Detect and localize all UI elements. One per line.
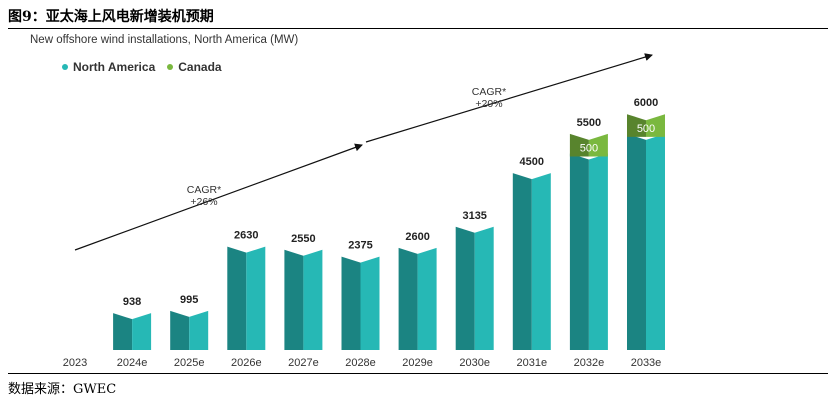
total-label-2027e: 2550 [291, 233, 315, 245]
bar-north-america-2030e-left-face [455, 226, 475, 350]
bar-north-america-2027e-left-face [284, 249, 304, 350]
bar-north-america-2028e-left-face [341, 256, 361, 350]
bar-north-america-2033e-left-face [627, 133, 646, 350]
segment-label-canada-2033e: 500 [637, 123, 655, 135]
x-tick-2023: 2023 [63, 357, 87, 369]
legend-swatch-north-america [62, 64, 68, 70]
bar-north-america-2032e-right-face [588, 153, 608, 350]
legend-swatch-canada [167, 64, 174, 70]
x-tick-2031e: 2031e [517, 357, 548, 369]
bar-north-america-2024e-left-face [113, 313, 133, 350]
cagr-label-2: CAGR* [472, 86, 506, 98]
legend-item-canada: Canada [167, 60, 222, 74]
total-label-2025e: 995 [180, 294, 198, 306]
x-tick-2028e: 2028e [345, 357, 376, 369]
x-tick-2029e: 2029e [402, 357, 433, 369]
bar-canada-2032e-left-face [569, 133, 589, 157]
bar-north-america-2029e-left-face [398, 247, 418, 350]
title-rule [8, 28, 828, 29]
bar-north-america-2027e-right-face [303, 249, 323, 350]
bar-north-america-2026e-right-face [246, 246, 266, 350]
total-label-2032e: 5500 [577, 117, 601, 129]
x-tick-2027e: 2027e [288, 357, 319, 369]
source-note: 数据来源：GWEC [8, 382, 117, 397]
segment-label-canada-2032e: 500 [580, 143, 598, 155]
total-label-2026e: 2630 [234, 230, 258, 242]
total-label-2033e: 6000 [634, 97, 658, 109]
bar-north-america-2028e-right-face [360, 256, 380, 350]
total-label-2028e: 2375 [348, 240, 372, 252]
total-label-2024e: 938 [123, 296, 141, 308]
trend-arrow-1 [74, 143, 363, 251]
x-tick-2024e: 2024e [117, 357, 148, 369]
bar-canada-2033e-right-face [646, 114, 665, 137]
total-label-2030e: 3135 [462, 210, 486, 222]
bar-north-america-2029e-right-face [417, 247, 437, 350]
x-tick-2026e: 2026e [231, 357, 262, 369]
x-tick-2030e: 2030e [459, 357, 490, 369]
bar-north-america-2026e-left-face [227, 246, 247, 350]
bar-north-america-2025e-right-face [189, 310, 209, 350]
legend-label-north-america: North America [73, 60, 156, 74]
bar-north-america-2024e-right-face [132, 313, 152, 350]
bar-north-america-2032e-left-face [569, 153, 589, 350]
legend-label-canada: Canada [178, 60, 222, 74]
legend-item-north-america: North America [62, 60, 155, 74]
x-tick-2032e: 2032e [574, 357, 605, 369]
bar-north-america-2030e-right-face [474, 226, 494, 350]
total-label-2031e: 4500 [520, 156, 544, 168]
bar-north-america-2031e-left-face [512, 173, 532, 350]
source-rule [8, 373, 828, 374]
cagr-label-1: CAGR* [187, 184, 221, 196]
figure-title: 图9：亚太海上风电新增装机预期 [8, 9, 214, 25]
bar-canada-2032e-right-face [588, 133, 608, 157]
bar-north-america-2031e-right-face [531, 173, 551, 350]
cagr-value-1: +26% [190, 196, 217, 208]
trend-arrow-2 [365, 53, 653, 143]
chart-legend: North America Canada [62, 60, 222, 74]
x-tick-2033e: 2033e [631, 357, 662, 369]
chart-title: New offshore wind installations, North A… [30, 34, 299, 46]
bar-canada-2033e-left-face [627, 114, 646, 137]
bar-north-america-2025e-left-face [170, 310, 190, 350]
cagr-value-2: +20% [475, 98, 502, 110]
bar-north-america-2033e-right-face [646, 133, 665, 350]
x-tick-2025e: 2025e [174, 357, 205, 369]
total-label-2029e: 2600 [405, 231, 429, 243]
